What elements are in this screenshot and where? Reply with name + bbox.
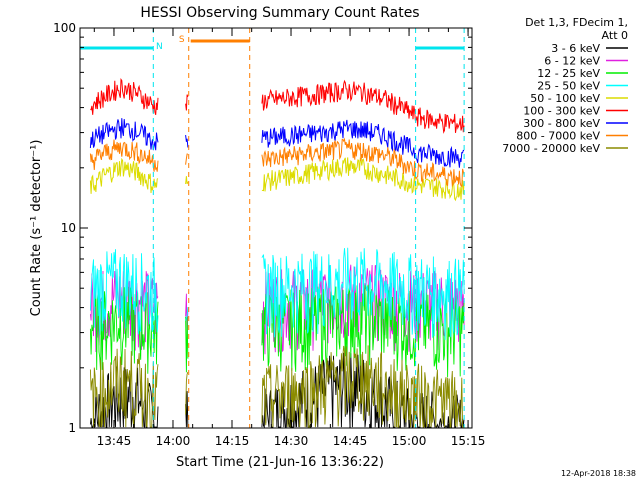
legend-entry-label-7: 800 - 7000 keV [516, 130, 600, 143]
legend-header-line-0: Det 1,3, FDecim 1, [525, 16, 628, 29]
series-5-trace-1 [185, 94, 189, 111]
series-3 [89, 247, 465, 340]
x-tick-label-4: 14:45 [333, 434, 368, 448]
legend-entry-label-2: 12 - 25 keV [537, 67, 600, 80]
y-axis-label: Count Rate (s⁻¹ detector⁻¹) [29, 140, 44, 317]
series-3-trace-2 [261, 247, 465, 340]
legend-entry-label-3: 25 - 50 keV [537, 80, 600, 93]
series-6-trace-2 [261, 119, 465, 168]
series-4-trace-2 [261, 157, 465, 202]
legend-entry-label-5: 100 - 300 keV [523, 105, 600, 118]
series-6-trace-1 [185, 135, 189, 148]
series-4 [89, 157, 465, 202]
y-tick-label-0: 1 [68, 421, 76, 435]
legend-header-line-1: Att 0 [602, 29, 628, 42]
legend-entry-label-6: 300 - 800 keV [523, 117, 600, 130]
series-2-trace-1 [185, 316, 189, 373]
y-tick-label-2: 100 [53, 21, 76, 35]
series-8-trace-2 [261, 345, 465, 428]
series-3-trace-0 [89, 249, 159, 335]
series-5 [90, 77, 465, 134]
series-4-trace-0 [89, 157, 159, 194]
legend-entry-label-1: 6 - 12 keV [544, 55, 600, 68]
legend-entry-label-4: 50 - 100 keV [530, 92, 600, 105]
chart-title: HESSI Observing Summary Count Rates [140, 5, 419, 21]
series-7 [89, 137, 465, 188]
series-4-trace-1 [185, 176, 189, 185]
series-7-trace-0 [89, 139, 159, 172]
x-tick-label-0: 13:45 [97, 434, 132, 448]
series-7-trace-1 [185, 153, 188, 165]
series-5-trace-2 [261, 79, 465, 134]
legend-entry-label-8: 7000 - 20000 keV [502, 142, 600, 155]
x-tick-label-6: 15:15 [451, 434, 486, 448]
series-3-trace-1 [185, 306, 189, 321]
legend-entry-label-0: 3 - 6 keV [551, 42, 600, 55]
x-tick-label-5: 15:00 [392, 434, 427, 448]
x-tick-label-2: 14:15 [215, 434, 250, 448]
marker-label-night: N [156, 42, 163, 52]
series-layer [89, 77, 465, 429]
series-8-trace-0 [89, 348, 159, 428]
footer-timestamp: 12-Apr-2018 18:38 [561, 469, 636, 478]
x-tick-label-1: 14:00 [156, 434, 191, 448]
marker-layer: NS [80, 28, 465, 428]
series-8 [89, 345, 465, 428]
series-5-trace-0 [90, 77, 159, 116]
y-tick-label-1: 10 [61, 221, 76, 235]
x-axis-label: Start Time (21-Jun-16 13:36:22) [176, 455, 384, 470]
series-7-trace-2 [261, 137, 465, 188]
series-0-trace-1 [185, 391, 189, 428]
series-8-trace-1 [185, 371, 189, 415]
series-6-trace-0 [89, 118, 159, 151]
series-6 [89, 118, 465, 168]
axis-layer: 13:45 14:00 14:15 14:30 14:45 15:00 15:15 1 10 10… [53, 21, 485, 448]
marker-label-saa: S [179, 35, 185, 45]
x-tick-label-3: 14:30 [274, 434, 309, 448]
